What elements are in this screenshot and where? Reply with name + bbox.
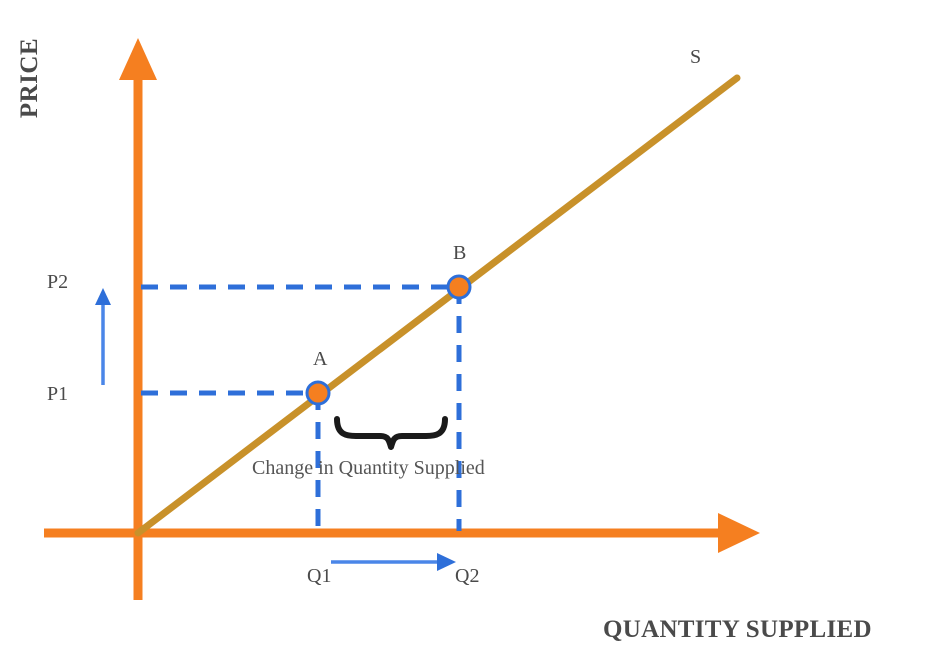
axes-group xyxy=(44,38,760,600)
quantity-change-brace xyxy=(334,416,448,450)
data-points-group xyxy=(305,274,472,406)
quantity-increase-arrowhead xyxy=(437,553,456,571)
supply-curve-group xyxy=(134,74,741,537)
price-increase-arrowhead xyxy=(95,288,111,305)
data-point-b[interactable] xyxy=(446,274,472,300)
point-label-b: B xyxy=(453,242,467,264)
x-axis-label: QUANTITY SUPPLIED xyxy=(603,616,872,643)
supply-curve-label: S xyxy=(690,46,702,68)
guide-lines-group xyxy=(141,284,462,531)
y-axis-arrowhead xyxy=(119,38,157,80)
tick-label-q1: Q1 xyxy=(307,565,332,587)
x-axis-arrowhead xyxy=(718,513,760,553)
tick-label-p2: P2 xyxy=(47,271,69,293)
supply-curve-line xyxy=(134,74,741,537)
data-point-a[interactable] xyxy=(305,380,331,406)
point-label-a: A xyxy=(313,348,328,370)
tick-label-q2: Q2 xyxy=(455,565,480,587)
change-in-quantity-supplied-caption: Change in Quantity Supplied xyxy=(252,457,485,479)
y-axis-label: PRICE xyxy=(16,37,43,119)
tick-label-p1: P1 xyxy=(47,383,69,405)
movement-arrows-group xyxy=(95,288,456,571)
